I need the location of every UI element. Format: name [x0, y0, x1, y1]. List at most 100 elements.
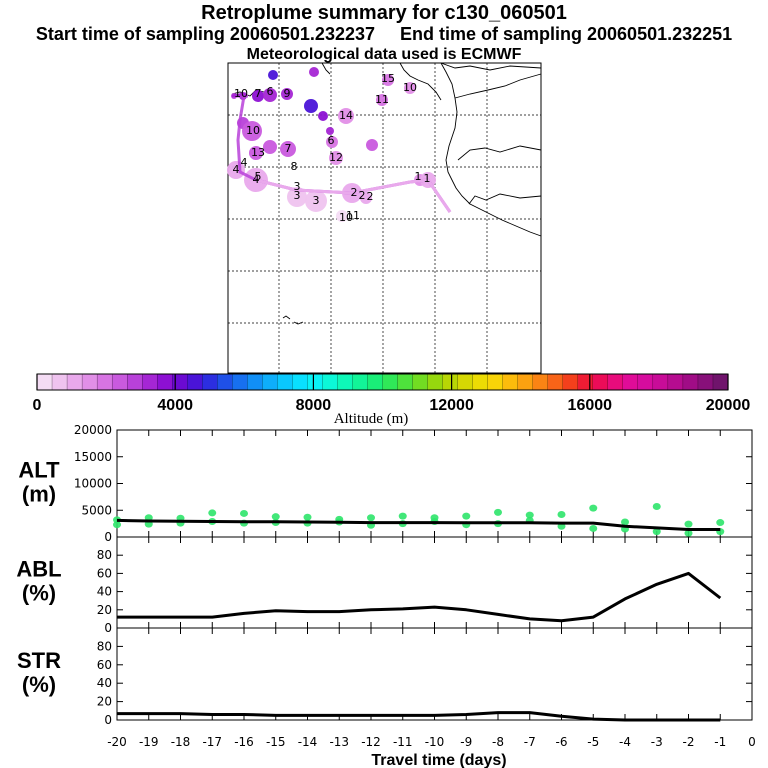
colorbar-swatch	[487, 373, 504, 391]
y-tick-label: 0	[104, 713, 112, 727]
y-tick-label: 60	[97, 658, 112, 672]
trajectory-day-label: 2	[351, 186, 358, 199]
colorbar-swatch	[397, 373, 414, 391]
trajectory-day-label: 10	[234, 87, 248, 100]
trajectory-point	[263, 140, 277, 154]
colorbar-swatch	[547, 373, 564, 391]
colorbar-swatch	[217, 373, 233, 391]
x-tick-label: -3	[651, 735, 663, 749]
panel-ylabel-unit: (%)	[22, 672, 56, 697]
colorbar-swatch	[382, 373, 399, 391]
colorbar-swatch	[457, 373, 474, 391]
x-tick-label: -6	[556, 735, 568, 749]
altitude-sample-point	[303, 513, 312, 521]
trajectory-point	[326, 136, 338, 148]
trajectory-day-label: 1	[424, 172, 431, 185]
altitude-sample-point	[589, 524, 598, 532]
trajectory-day-label: 13	[251, 146, 265, 159]
x-tick-label: -14	[298, 735, 318, 749]
trajectory-point	[268, 70, 278, 80]
trajectory-day-label: 7	[255, 87, 262, 100]
x-tick-label: -17	[202, 735, 222, 749]
trajectory-day-label: 11	[346, 209, 360, 222]
altitude-sample-point	[271, 513, 280, 521]
trajectory-point	[382, 74, 394, 86]
map-coastlines	[231, 62, 542, 325]
colorbar-swatch	[36, 373, 53, 391]
panel-ylabel-unit: (m)	[22, 482, 56, 507]
trajectory-day-label: 2	[359, 189, 366, 202]
x-tick-label: -8	[492, 735, 504, 749]
altitude-sample-point	[208, 509, 217, 517]
altitude-sample-point	[494, 508, 502, 516]
colorbar-swatch	[712, 373, 729, 391]
x-tick-label: -15	[266, 735, 286, 749]
altitude-sample-point	[557, 511, 566, 519]
colorbar-tick-label: 0	[33, 397, 42, 414]
y-tick-label: 80	[97, 548, 112, 562]
trajectory-day-label: 5	[255, 170, 262, 183]
trajectory-day-label: 4	[233, 163, 240, 176]
x-tick-label: -10	[425, 735, 445, 749]
panel-frame	[116, 627, 753, 721]
colorbar-swatch	[652, 373, 669, 391]
trajectory-point	[326, 127, 334, 135]
altitude-sample-point	[367, 514, 375, 522]
trajectory-point	[305, 190, 327, 212]
altitude-sample-point	[525, 511, 534, 519]
altitude-sample-point	[652, 503, 661, 511]
panel-str: 0 20 40 60 80 STR(%)	[17, 627, 753, 727]
colorbar-swatch	[142, 373, 158, 391]
trajectory-point	[336, 210, 348, 222]
trajectory-day-label: 11	[375, 93, 389, 106]
trajectory-day-label: 6	[328, 134, 335, 147]
colorbar-swatch	[682, 373, 699, 391]
trajectory-day-label: 12	[329, 151, 343, 164]
trajectory-point	[280, 141, 296, 157]
altitude-sample-point	[462, 512, 471, 520]
panel-frame	[116, 536, 753, 629]
trajectory-day-label: 15	[381, 72, 395, 85]
x-tick-label: -12	[361, 735, 381, 749]
time-series-panels: 05000100001500020000ALT(m)020406080ABL(%…	[16, 423, 755, 749]
y-tick-label: 5000	[81, 503, 112, 517]
x-tick-label: -18	[171, 735, 191, 749]
colorbar-swatch	[667, 373, 684, 391]
colorbar-swatch	[442, 373, 459, 391]
altitude-sample-point	[240, 509, 248, 517]
trajectory-point	[309, 67, 319, 77]
trajectory-path-old	[231, 92, 247, 98]
colorbar-swatch	[607, 373, 624, 391]
colorbar-swatch	[127, 373, 143, 391]
x-tick-label: -13	[329, 735, 349, 749]
trajectory-day-label: 3	[294, 189, 301, 202]
trajectory-point	[249, 146, 263, 160]
trajectory-point	[304, 99, 318, 113]
colorbar-swatch	[337, 373, 353, 391]
trajectory-day-label: 3	[313, 194, 320, 207]
x-tick-label: -5	[587, 735, 599, 749]
trajectory-day-label: 2	[367, 190, 374, 203]
x-tick-labels: -20 -19 -18 -17 -16 -15 -14 -13 -12 -11 -10 -9 -8 -7-…	[107, 735, 756, 749]
colorbar-swatch	[532, 373, 549, 391]
trajectory-day-label: 7	[285, 142, 292, 155]
y-tick-label: 40	[97, 585, 112, 599]
x-tick-label: -20	[107, 735, 127, 749]
trajectory-day-label: 4	[253, 173, 260, 186]
y-tick-label: 10000	[74, 477, 112, 491]
colorbar-tick-label: 20000	[706, 397, 751, 414]
colorbar-swatch	[562, 373, 579, 391]
trajectory-point	[242, 121, 262, 141]
y-tick-label: 0	[104, 530, 112, 544]
altitude-sample-point	[589, 504, 598, 512]
trajectory-day-label: 10	[246, 124, 260, 137]
map-graticule	[228, 63, 541, 373]
colorbar-swatch	[277, 373, 293, 391]
colorbar-swatch	[352, 373, 369, 391]
trajectory-day-label: 4	[241, 156, 248, 169]
trajectory-point	[366, 139, 378, 151]
series-line-abl	[117, 571, 722, 623]
